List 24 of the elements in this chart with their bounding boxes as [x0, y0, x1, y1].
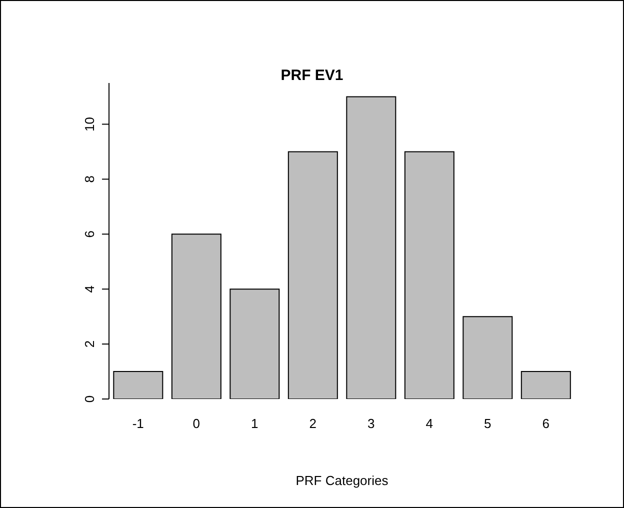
y-tick-label: 2 [82, 340, 97, 348]
x-tick-label: 0 [192, 416, 200, 432]
x-tick-label: 4 [426, 416, 433, 432]
bar [288, 151, 338, 399]
x-tick-label: -1 [132, 416, 144, 432]
bar [404, 151, 454, 399]
x-tick-label: 2 [309, 416, 316, 432]
x-tick-label: 1 [251, 416, 258, 432]
x-tick-label: 3 [368, 416, 375, 432]
bar [171, 234, 222, 399]
x-tick-label: 5 [484, 416, 492, 432]
y-tick-label: 8 [82, 176, 97, 183]
x-axis-title: PRF Categories [296, 473, 389, 488]
bar [520, 371, 571, 399]
y-tick-label: 10 [82, 116, 97, 132]
y-tick-label: 4 [82, 285, 97, 293]
y-tick-label: 0 [82, 395, 97, 403]
bar [462, 316, 513, 399]
bar [230, 288, 280, 399]
x-tick-label: 6 [542, 416, 550, 432]
chart-title: PRF EV1 [280, 67, 344, 84]
bar [113, 371, 164, 399]
y-tick-label: 6 [82, 230, 97, 238]
bar [346, 96, 396, 399]
